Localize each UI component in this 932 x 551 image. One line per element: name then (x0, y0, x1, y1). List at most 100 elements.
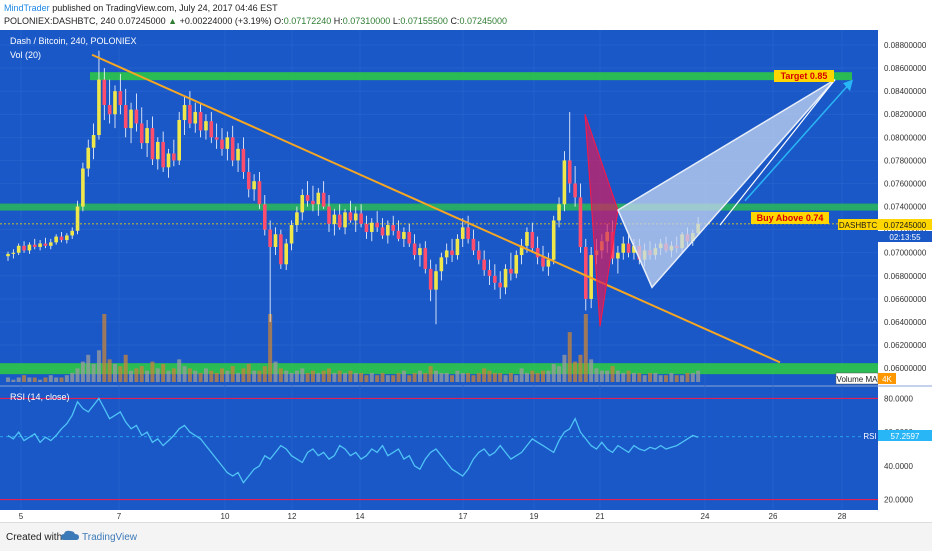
candle-body (503, 268, 508, 288)
candle-body (118, 91, 123, 106)
volume-bar (343, 372, 348, 382)
open-value: 0.07172240 (283, 16, 332, 26)
volume-bar (642, 375, 647, 382)
candle-body (214, 137, 219, 140)
open-label: O: (274, 16, 284, 26)
volume-bar (166, 370, 171, 382)
candle-body (321, 192, 326, 207)
volume-bar (353, 372, 358, 382)
candle-body (487, 270, 492, 276)
volume-bar (476, 372, 481, 382)
time-tick-label: 24 (701, 512, 710, 521)
rsi-tick-label: 80.0000 (884, 394, 913, 403)
candle-body (75, 206, 80, 231)
candle-body (156, 141, 160, 160)
downtrend-line (91, 53, 781, 364)
rsi-line (7, 397, 699, 484)
volume-bar (268, 314, 273, 382)
candle-body (246, 171, 251, 190)
breakout-zone (0, 203, 878, 211)
candle-body (391, 225, 395, 231)
xab-pattern-triangle (584, 114, 619, 327)
volume-bar (171, 368, 176, 382)
candle-body (509, 268, 513, 274)
up-arrow-icon: ▲ (168, 16, 178, 26)
price-tick-label: 0.06400000 (884, 318, 927, 327)
candle-body (353, 213, 358, 221)
candle-body (273, 234, 278, 247)
volume-bar (64, 375, 69, 382)
candle-body (150, 128, 155, 160)
pattern-leg-d (719, 79, 836, 226)
volume-bar (246, 363, 251, 382)
candle-body (455, 238, 460, 256)
resistance-zone (90, 72, 852, 81)
volume-bar (91, 363, 96, 382)
volume-bar (316, 372, 321, 382)
candle-body (22, 245, 26, 251)
candle-body (402, 231, 406, 239)
volume-bar (6, 377, 10, 382)
candle-body (380, 227, 385, 236)
volume-bar (294, 370, 299, 382)
candle-body (370, 222, 374, 232)
tradingview-link[interactable]: TradingView (82, 532, 138, 543)
volume-bar (648, 372, 652, 382)
volume-bars (6, 314, 701, 382)
volume-bar (455, 370, 460, 382)
volume-bar (482, 368, 487, 382)
volume-bar (407, 375, 412, 382)
volume-bar (380, 372, 385, 382)
candle-body (113, 91, 117, 115)
price-chart[interactable]: 0.08800000 0.08600000 0.08400000 0.08200000… (0, 30, 932, 522)
candle-body (209, 121, 214, 138)
price-value: 0.07245000 (118, 16, 166, 26)
volume-bar (214, 372, 219, 382)
volume-bar (203, 368, 208, 382)
price-tick-label: 0.06600000 (884, 295, 927, 304)
volume-bar (546, 370, 551, 382)
candle-body (444, 250, 449, 258)
volume-bar (54, 377, 59, 382)
candle-body (54, 236, 58, 243)
change-value: +0.00224000 (+3.19%) (179, 16, 272, 26)
candle-body (466, 227, 470, 239)
volume-bar (423, 372, 428, 382)
volume-bar (70, 372, 75, 382)
volume-bar (38, 379, 43, 382)
rsi-value-box (878, 430, 932, 441)
candle-body (567, 160, 572, 184)
volume-bar (225, 370, 230, 382)
time-tick-label: 10 (221, 512, 230, 521)
bcd-pattern-triangle (617, 78, 836, 289)
chart-title: Dash / Bitcoin, 240, POLONIEX (10, 36, 137, 46)
volume-bar (621, 372, 626, 382)
tradingview-cloud-icon (61, 530, 79, 540)
volume-bar (11, 379, 16, 382)
volume-bar (434, 370, 438, 382)
candle-body (519, 245, 524, 256)
volume-bar (310, 370, 315, 382)
volume-bar (155, 368, 160, 382)
volume-bar (80, 361, 85, 382)
candle-body (541, 257, 545, 267)
volume-bar (498, 372, 503, 382)
candle-body (225, 137, 230, 149)
ohlc-line: POLONIEX:DASHBTC, 240 0.07245000 ▲ +0.00… (4, 16, 507, 26)
volume-bar (562, 354, 567, 382)
volume-bar (375, 375, 380, 382)
candle-body (428, 268, 433, 290)
volume-legend: Vol (20) (10, 50, 41, 60)
candle-body (252, 181, 256, 190)
volume-bar (369, 372, 374, 382)
time-tick-label: 21 (596, 512, 605, 521)
volume-bar (86, 354, 91, 382)
candle-body (343, 212, 347, 228)
chart-header: MindTrader published on TradingView.com,… (0, 0, 932, 30)
author-link[interactable]: MindTrader (4, 3, 50, 13)
candle-body (177, 120, 181, 161)
volume-bar (567, 332, 572, 382)
volume-bar (107, 359, 112, 382)
volume-bar (524, 372, 529, 382)
footer: Created with TradingView (0, 522, 932, 551)
